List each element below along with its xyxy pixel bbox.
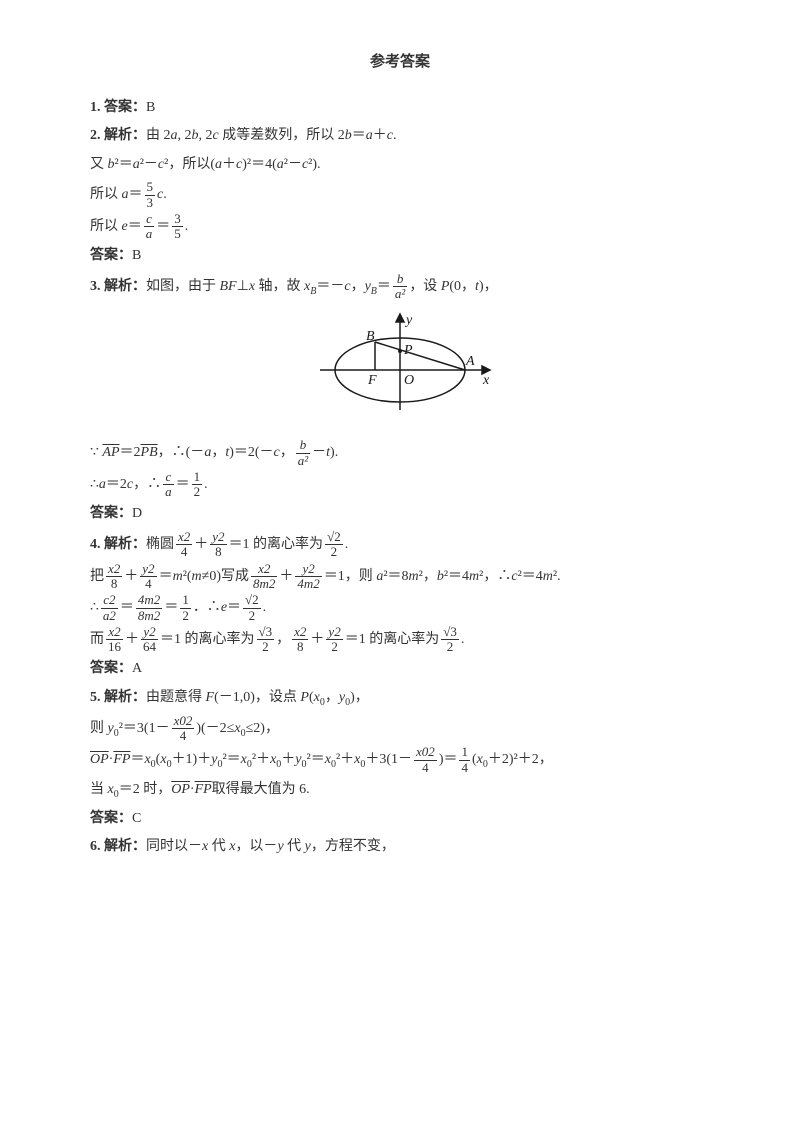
svg-text:B: B xyxy=(366,329,375,344)
page-title: 参考答案 xyxy=(90,48,710,77)
q3-line2: ∵ AP＝2PB，∴(－a，t)＝2(－c，ba²－t). xyxy=(90,438,710,468)
q5-ans: 答案：C xyxy=(90,806,710,833)
q2-line4: 所以 e＝ca＝35. xyxy=(90,212,710,242)
svg-text:y: y xyxy=(404,313,413,328)
q1: 1. 答案：B xyxy=(90,95,710,122)
q6-label: 6. 解析： xyxy=(90,839,146,854)
svg-text:P: P xyxy=(403,343,413,358)
q2-ans: 答案：B xyxy=(90,243,710,270)
q4-line4: 而x216＋y264＝1 的离心率为√32，x28＋y22＝1 的离心率为√32… xyxy=(90,625,710,655)
q5-label: 5. 解析： xyxy=(90,690,146,705)
q5-line4: 当 x0＝2 时，OP·FP取得最大值为 6. xyxy=(90,777,710,804)
q2-label: 2. 解析： xyxy=(90,128,146,143)
q4-line1: 4. 解析：椭圆x24＋y28＝1 的离心率为√22. xyxy=(90,530,710,560)
q2-line2: 又 b²＝a²－c²，所以(a＋c)²＝4(a²－c²). xyxy=(90,152,710,179)
q5-line3: OP·FP＝x0(x0＋1)＋y0²＝x0²＋x0＋y0²＝x0²＋x0＋3(1… xyxy=(90,745,710,775)
q4-label: 4. 解析： xyxy=(90,537,146,552)
q5-line1: 5. 解析：由题意得 F(－1,0)，设点 P(x0，y0)， xyxy=(90,685,710,712)
q3-ans: 答案：D xyxy=(90,501,710,528)
q1-ans: B xyxy=(146,100,155,115)
q4-ans: 答案：A xyxy=(90,656,710,683)
q5-line2: 则 y0²＝3(1－x024)(－2≤x0≤2)， xyxy=(90,714,710,744)
q3-line3: ∴a＝2c，∴ca＝12. xyxy=(90,470,710,500)
q4-line2: 把x28＋y24＝m²(m≠0)写成x28m2＋y24m2＝1，则 a²＝8m²… xyxy=(90,562,710,592)
svg-text:F: F xyxy=(367,373,377,388)
q2-line3: 所以 a＝53c. xyxy=(90,180,710,210)
svg-text:x: x xyxy=(482,373,490,388)
q1-label: 1. 答案： xyxy=(90,100,146,115)
svg-text:A: A xyxy=(465,354,475,369)
answer-key-page: 参考答案 1. 答案：B 2. 解析：由 2a, 2b, 2c 成等差数列，所以… xyxy=(0,0,800,1132)
q2-line1: 2. 解析：由 2a, 2b, 2c 成等差数列，所以 2b＝a＋c. xyxy=(90,123,710,150)
q3-line1: 3. 解析：如图，由于 BF⊥x 轴，故 xB＝－c，yB＝ba²，设 P(0，… xyxy=(90,272,710,302)
q4-line3: ∴c2a2＝4m28m2＝12．∴e＝√22. xyxy=(90,593,710,623)
ellipse-svg: y x B P A F O xyxy=(300,310,500,420)
q3-label: 3. 解析： xyxy=(90,279,146,294)
ellipse-figure: y x B P A F O xyxy=(90,310,710,431)
svg-text:O: O xyxy=(404,373,414,388)
q6-line1: 6. 解析：同时以－x 代 x，以－y 代 y，方程不变， xyxy=(90,834,710,861)
